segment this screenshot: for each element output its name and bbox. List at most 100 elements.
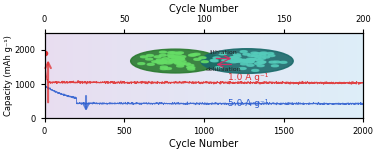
Circle shape bbox=[256, 60, 263, 61]
Circle shape bbox=[241, 63, 248, 65]
Circle shape bbox=[162, 58, 169, 60]
Circle shape bbox=[159, 54, 166, 56]
Bar bbox=[73, 33, 76, 118]
Circle shape bbox=[259, 61, 266, 63]
Bar bbox=[89, 33, 92, 118]
Bar bbox=[112, 33, 115, 118]
Bar bbox=[45, 33, 48, 118]
Circle shape bbox=[234, 60, 240, 62]
Bar bbox=[150, 33, 153, 118]
Circle shape bbox=[259, 53, 266, 55]
Bar bbox=[335, 33, 338, 118]
Bar bbox=[153, 33, 156, 118]
Bar bbox=[290, 33, 293, 118]
Circle shape bbox=[246, 61, 253, 62]
Bar bbox=[322, 33, 325, 118]
Circle shape bbox=[234, 56, 241, 57]
Circle shape bbox=[239, 61, 246, 63]
Bar bbox=[70, 33, 73, 118]
Bar bbox=[306, 33, 309, 118]
Bar bbox=[300, 33, 303, 118]
Circle shape bbox=[174, 61, 181, 63]
Bar bbox=[325, 33, 328, 118]
Bar bbox=[156, 33, 160, 118]
Bar bbox=[312, 33, 316, 118]
Bar bbox=[319, 33, 322, 118]
Bar bbox=[268, 33, 271, 118]
Circle shape bbox=[183, 63, 190, 65]
Bar bbox=[245, 33, 249, 118]
Circle shape bbox=[170, 61, 177, 62]
Bar bbox=[86, 33, 89, 118]
Circle shape bbox=[213, 57, 220, 59]
Circle shape bbox=[232, 57, 239, 59]
Circle shape bbox=[188, 67, 195, 69]
Circle shape bbox=[152, 61, 159, 63]
Text: delithiation: delithiation bbox=[206, 67, 242, 72]
Bar bbox=[265, 33, 268, 118]
Circle shape bbox=[280, 61, 287, 63]
Circle shape bbox=[147, 63, 154, 65]
Circle shape bbox=[237, 59, 244, 61]
Bar bbox=[242, 33, 245, 118]
Circle shape bbox=[273, 61, 280, 63]
Bar bbox=[309, 33, 312, 118]
Circle shape bbox=[157, 62, 164, 64]
Circle shape bbox=[189, 54, 195, 56]
Circle shape bbox=[146, 54, 153, 56]
Bar bbox=[99, 33, 102, 118]
Circle shape bbox=[175, 62, 182, 64]
Bar bbox=[207, 33, 210, 118]
Circle shape bbox=[167, 52, 175, 54]
Circle shape bbox=[160, 51, 166, 53]
Bar bbox=[169, 33, 172, 118]
Bar bbox=[232, 33, 236, 118]
Circle shape bbox=[178, 58, 185, 60]
Circle shape bbox=[160, 68, 167, 70]
Bar bbox=[102, 33, 105, 118]
Circle shape bbox=[179, 61, 186, 63]
Circle shape bbox=[210, 60, 217, 61]
Bar bbox=[115, 33, 118, 118]
Circle shape bbox=[190, 54, 197, 56]
Circle shape bbox=[248, 59, 255, 61]
Circle shape bbox=[247, 58, 254, 60]
Circle shape bbox=[172, 56, 179, 58]
Bar bbox=[105, 33, 108, 118]
Bar bbox=[350, 33, 354, 118]
Text: 5.0 A g⁻¹: 5.0 A g⁻¹ bbox=[228, 99, 268, 108]
Circle shape bbox=[211, 60, 218, 62]
Bar bbox=[357, 33, 360, 118]
Circle shape bbox=[248, 55, 255, 56]
Bar bbox=[96, 33, 99, 118]
Circle shape bbox=[175, 53, 182, 54]
Circle shape bbox=[168, 56, 175, 58]
Bar bbox=[48, 33, 51, 118]
Bar bbox=[140, 33, 143, 118]
Circle shape bbox=[243, 60, 250, 62]
Bar bbox=[178, 33, 182, 118]
Circle shape bbox=[177, 58, 184, 60]
Bar bbox=[296, 33, 300, 118]
Bar bbox=[341, 33, 344, 118]
Bar bbox=[137, 33, 140, 118]
Circle shape bbox=[215, 67, 222, 68]
Bar bbox=[277, 33, 280, 118]
Bar bbox=[338, 33, 341, 118]
Circle shape bbox=[177, 63, 184, 65]
Bar bbox=[57, 33, 60, 118]
Bar bbox=[223, 33, 226, 118]
Bar bbox=[67, 33, 70, 118]
Bar bbox=[194, 33, 198, 118]
Bar bbox=[210, 33, 214, 118]
Circle shape bbox=[254, 63, 262, 64]
Bar bbox=[316, 33, 319, 118]
Circle shape bbox=[177, 58, 184, 59]
Circle shape bbox=[177, 65, 184, 67]
Circle shape bbox=[174, 56, 181, 58]
Circle shape bbox=[178, 63, 185, 65]
Bar bbox=[92, 33, 96, 118]
Circle shape bbox=[169, 56, 176, 58]
Circle shape bbox=[164, 68, 172, 69]
Circle shape bbox=[251, 52, 258, 54]
